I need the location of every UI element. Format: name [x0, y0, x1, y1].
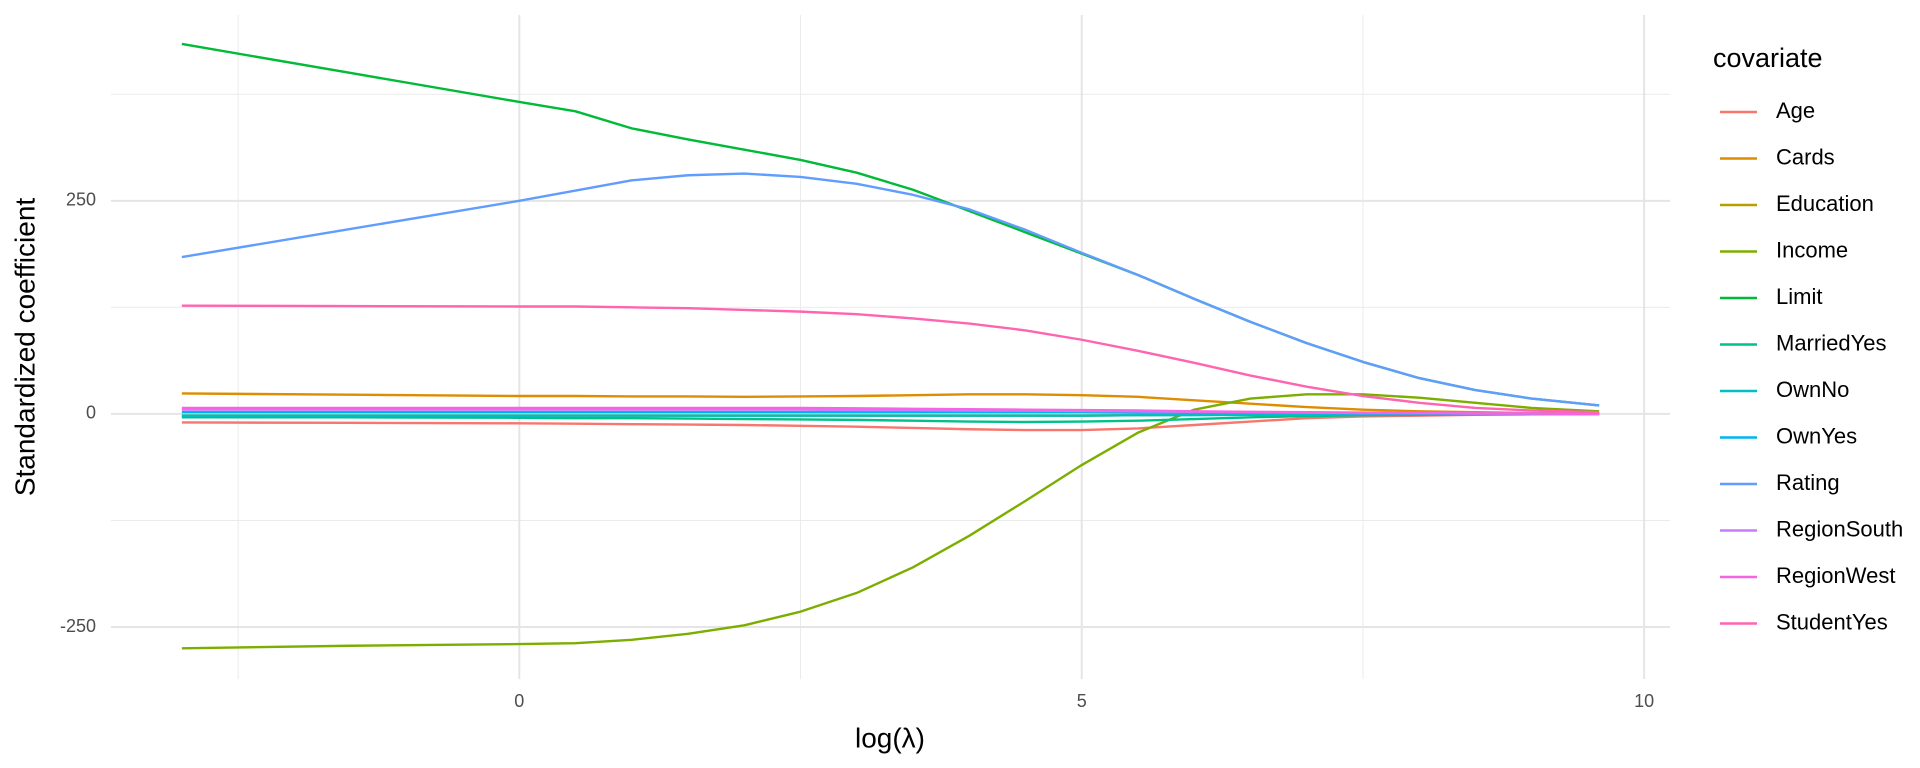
- legend-label: Rating: [1776, 470, 1840, 495]
- series-line: [181, 392, 1600, 415]
- y-tick-label: -250: [60, 616, 96, 636]
- legend-label: RegionWest: [1776, 563, 1895, 588]
- legend-label: Age: [1776, 98, 1815, 123]
- series-line: [181, 172, 1600, 407]
- legend-label: Income: [1776, 237, 1848, 262]
- legend-label: StudentYes: [1776, 609, 1888, 634]
- series-line: [181, 304, 1600, 414]
- legend-label: Limit: [1776, 284, 1822, 309]
- legend-title: covariate: [1713, 43, 1823, 73]
- series-line: [181, 42, 1600, 407]
- legend-label: OwnNo: [1776, 377, 1849, 402]
- legend-label: Cards: [1776, 144, 1835, 169]
- legend-label: RegionSouth: [1776, 516, 1903, 541]
- lines: [181, 42, 1600, 650]
- legend-label: MarriedYes: [1776, 330, 1886, 355]
- series-line: [181, 393, 1600, 650]
- x-tick-label: 0: [514, 691, 524, 711]
- legend-label: Education: [1776, 191, 1874, 216]
- series-line: [181, 406, 1600, 416]
- y-tick-label: 250: [66, 190, 96, 210]
- grid: [111, 15, 1670, 679]
- x-tick-label: 10: [1634, 691, 1654, 711]
- legend-label: OwnYes: [1776, 423, 1857, 448]
- y-tick-label: 0: [86, 403, 96, 423]
- x-axis-title: log(λ): [855, 722, 925, 753]
- y-axis-title: Standardized coefficient: [9, 198, 40, 497]
- x-tick-label: 5: [1077, 691, 1087, 711]
